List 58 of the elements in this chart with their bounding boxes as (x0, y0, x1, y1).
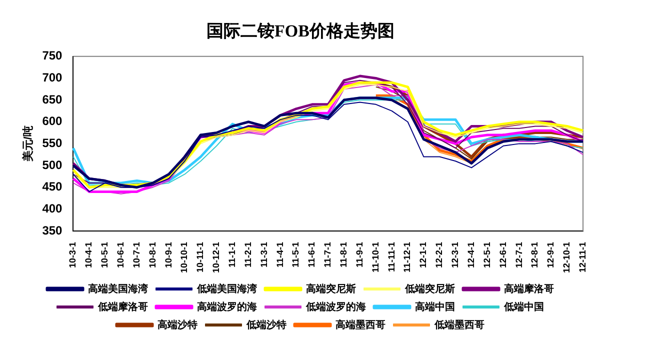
x-tick-label: 11-4-1 (274, 242, 285, 268)
legend-label: 低端摩洛哥 (97, 300, 148, 313)
x-tick-label: 11-2-1 (242, 242, 253, 268)
x-tick-label: 12-2-1 (434, 242, 444, 268)
y-tick-label: 650 (42, 92, 63, 106)
x-tick-label: 12-4-1 (466, 242, 476, 268)
x-tick-label: 11-12-1 (402, 242, 412, 273)
legend-label: 高端沙特 (158, 318, 198, 331)
legend-label: 高端墨西哥 (336, 318, 386, 331)
x-tick-label: 11-10-1 (370, 242, 380, 273)
x-tick-label: 10-10-1 (179, 242, 190, 274)
legend-label: 高端摩洛哥 (504, 282, 554, 295)
legend-label: 低端突尼斯 (404, 282, 455, 295)
legend-label: 高端中国 (415, 300, 455, 313)
chart-title: 国际二铵FOB价格走势图 (206, 22, 394, 41)
x-tick-label: 12-1-1 (418, 242, 428, 268)
x-tick-label: 12-11-1 (577, 242, 588, 273)
x-tick-label: 12-6-1 (498, 242, 508, 268)
x-tick-label: 11-3-1 (258, 242, 269, 268)
legend-label: 低端美国海湾 (196, 282, 258, 295)
x-tick-label: 12-7-1 (514, 242, 524, 268)
x-tick-label: 11-9-1 (354, 242, 364, 268)
x-tick-label: 10-5-1 (100, 242, 110, 268)
y-tick-label: 350 (42, 223, 63, 238)
x-tick-label: 12-3-1 (450, 242, 460, 268)
y-tick-label: 550 (42, 136, 63, 150)
legend-label: 高端波罗的海 (197, 300, 257, 313)
x-tick-label: 11-1-1 (227, 242, 238, 268)
y-tick-label: 400 (42, 201, 63, 216)
y-tick-label: 700 (42, 70, 63, 85)
x-tick-label: 10-4-1 (84, 242, 94, 268)
legend-label: 高端美国海湾 (88, 282, 149, 295)
y-tick-label: 600 (42, 114, 63, 128)
x-tick-label: 12-9-1 (546, 242, 556, 268)
x-tick-label: 11-5-1 (290, 242, 301, 268)
x-tick-label: 10-7-1 (131, 242, 142, 268)
x-tick-label: 11-11-1 (386, 242, 396, 272)
x-tick-label: 10-6-1 (116, 242, 126, 268)
y-axis-title: 美元/吨 (22, 126, 35, 163)
legend-label: 低端波罗的海 (305, 300, 366, 313)
legend-label: 低端中国 (503, 300, 544, 313)
y-tick-label: 500 (42, 158, 63, 172)
x-tick-label: 10-9-1 (163, 242, 174, 268)
x-tick-label: 10-12-1 (211, 242, 222, 274)
x-tick-label: 12-5-1 (482, 242, 492, 268)
y-tick-label: 750 (42, 48, 63, 63)
x-tick-label: 11-7-1 (322, 242, 333, 268)
x-tick-label: 11-6-1 (306, 242, 317, 268)
y-tick-label: 450 (42, 180, 63, 194)
x-tick-label: 10-3-1 (68, 242, 78, 268)
x-tick-label: 11-8-1 (338, 242, 349, 268)
legend-label: 低端沙特 (246, 318, 286, 331)
legend-label: 高端突尼斯 (306, 282, 356, 295)
x-tick-label: 10-11-1 (195, 242, 206, 273)
x-tick-label: 12-8-1 (530, 242, 540, 268)
x-tick-label: 10-8-1 (147, 242, 158, 268)
x-tick-label: 12-10-1 (562, 242, 572, 274)
legend-label: 低端墨西哥 (434, 318, 484, 331)
